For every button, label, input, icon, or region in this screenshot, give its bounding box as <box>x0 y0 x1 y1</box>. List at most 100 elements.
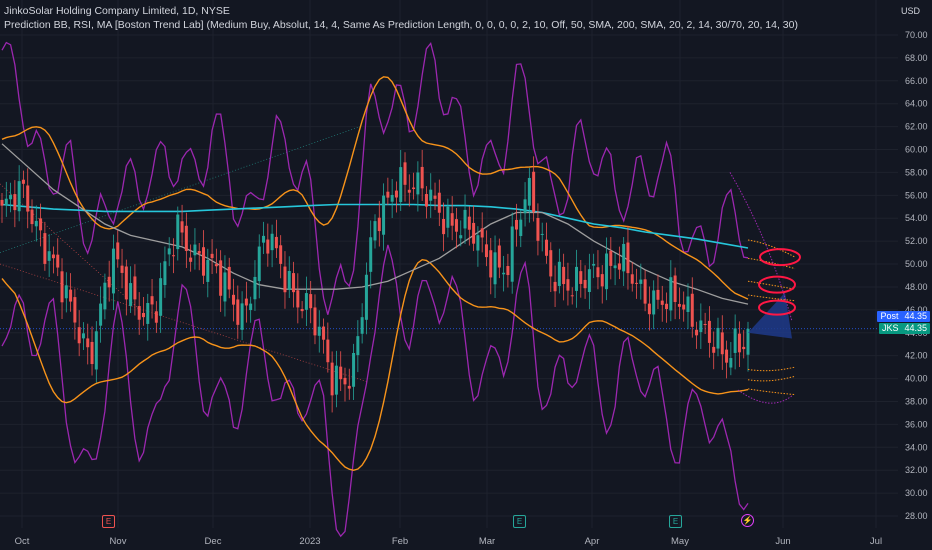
candle <box>613 253 617 286</box>
candle <box>17 165 21 222</box>
time-axis-ticks: Oct Nov Dec 2023 Feb Mar Apr May Jun Jul <box>15 536 882 547</box>
candle-body <box>39 218 43 231</box>
candle-body <box>424 194 428 207</box>
candle-body <box>21 179 25 184</box>
candle <box>339 351 343 392</box>
candle-body <box>373 221 377 241</box>
candle <box>330 351 334 413</box>
candle-body <box>596 267 600 278</box>
projection-line <box>747 239 796 258</box>
price-axis-ticks: 70.00 68.00 66.00 64.00 62.00 60.00 58.00 56.00… <box>905 30 928 521</box>
candle <box>742 330 746 359</box>
candle-body <box>210 253 214 259</box>
earnings-event-icon[interactable]: E <box>513 515 526 528</box>
prediction-overlay <box>729 172 801 404</box>
candle <box>309 280 313 324</box>
candle <box>677 287 681 320</box>
candle-body <box>184 225 188 251</box>
candle-body <box>446 206 450 228</box>
candle <box>90 326 94 376</box>
candle-body <box>429 189 433 201</box>
candle-body <box>647 303 651 315</box>
price-tick-label: 32.00 <box>905 465 928 475</box>
candle <box>699 303 703 349</box>
candle-body <box>236 299 240 325</box>
time-tick-label: Dec <box>205 536 222 547</box>
candle-body <box>94 331 98 370</box>
candle-body <box>17 181 21 212</box>
chart-legend: JinkoSolar Holding Company Limited, 1D, … <box>4 4 798 32</box>
candle <box>553 265 557 308</box>
candle <box>660 285 664 322</box>
candle-body <box>137 306 141 320</box>
earnings-event-icon[interactable]: E <box>102 515 115 528</box>
candle-body <box>81 333 85 339</box>
candle-body <box>283 266 287 293</box>
candle <box>519 210 523 248</box>
candle <box>600 265 604 304</box>
candle-body <box>26 185 30 212</box>
candle-body <box>737 333 741 353</box>
candle-body <box>394 190 398 198</box>
candle-body <box>514 219 518 230</box>
earnings-event-icon[interactable]: E <box>669 515 682 528</box>
candle <box>716 317 720 357</box>
candle-body <box>197 251 201 254</box>
symbol-price-badge: JKS 44.35 <box>878 323 930 334</box>
candle-body <box>107 276 111 288</box>
candle <box>472 205 476 252</box>
candle <box>690 277 694 338</box>
candle <box>150 279 154 319</box>
candle-body <box>274 236 278 249</box>
price-tick-label: 50.00 <box>905 259 928 269</box>
candle <box>712 331 716 370</box>
candle-body <box>309 294 313 309</box>
dividend-event-icon[interactable]: ⚡ <box>741 514 754 527</box>
candle <box>347 368 351 400</box>
candle <box>626 225 630 290</box>
candle <box>596 250 600 290</box>
prediction-cone <box>748 292 792 339</box>
candle <box>579 259 583 298</box>
candle <box>412 172 416 200</box>
candle-body <box>532 171 536 212</box>
candle <box>176 206 180 261</box>
candle-body <box>600 274 604 287</box>
candle-body <box>262 235 266 243</box>
candle <box>703 312 707 334</box>
price-tick-label: 48.00 <box>905 282 928 292</box>
price-tick-label: 38.00 <box>905 396 928 406</box>
candle <box>403 152 407 202</box>
candle-body <box>617 263 621 270</box>
time-tick-label: Mar <box>479 536 495 547</box>
candle-body <box>232 294 236 305</box>
candle <box>111 234 115 311</box>
candle-body <box>176 214 180 250</box>
time-tick-label: Nov <box>110 536 127 547</box>
candle-body <box>47 251 51 261</box>
candle <box>527 167 531 223</box>
candle-body <box>326 339 330 363</box>
candle <box>536 203 540 256</box>
candle-body <box>30 209 34 225</box>
candle-body <box>497 245 501 268</box>
candle-body <box>733 328 737 353</box>
candle <box>343 367 347 402</box>
candle-body <box>420 166 424 189</box>
candle-body <box>150 296 154 305</box>
candle <box>665 292 669 323</box>
projection-line <box>747 366 796 372</box>
candle-body <box>223 272 227 302</box>
candle-body <box>506 266 510 276</box>
candle <box>73 289 77 340</box>
candle <box>390 178 394 218</box>
candle <box>605 237 609 301</box>
candle <box>360 303 364 344</box>
candle <box>304 276 308 327</box>
candle <box>270 224 274 268</box>
candle-body <box>566 279 570 291</box>
candle <box>99 286 103 343</box>
rsi-lower-band <box>1 244 749 538</box>
candle <box>746 321 750 372</box>
